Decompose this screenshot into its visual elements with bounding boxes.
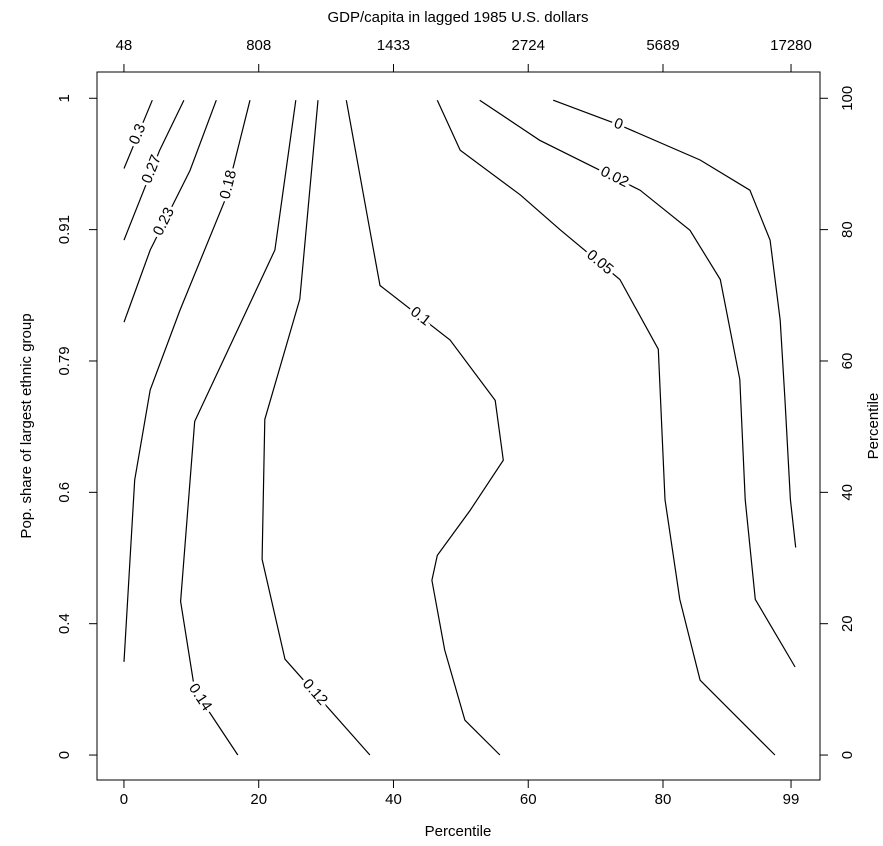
contour-line <box>179 100 297 756</box>
contour-line <box>479 99 796 668</box>
y-tick-label: 0.6 <box>56 482 73 503</box>
top-tick-label: 2724 <box>512 37 545 54</box>
y-tick-label: 0 <box>56 751 73 759</box>
right-tick-label: 40 <box>839 484 856 501</box>
right-axis-title: Percentile <box>865 393 882 460</box>
contour-label: 0.14 <box>185 680 215 714</box>
top-axis-title: GDP/capita in lagged 1985 U.S. dollars <box>328 9 589 26</box>
contour-label: 0.3 <box>126 121 150 147</box>
contour-label: 0.18 <box>217 168 241 200</box>
contour-label: 0.1 <box>407 303 434 329</box>
top-tick-label: 1433 <box>377 37 410 54</box>
contour-line <box>552 99 797 548</box>
y-axis-title: Pop. share of largest ethnic group <box>18 313 35 538</box>
right-tick-label: 20 <box>839 615 856 632</box>
x-axis-title: Percentile <box>425 823 492 840</box>
x-tick-label: 80 <box>655 791 672 808</box>
contour-line <box>123 99 153 169</box>
right-tick-label: 80 <box>839 221 856 238</box>
contour-line <box>436 99 776 756</box>
contour-label: 0.02 <box>598 163 632 191</box>
top-tick-label: 5689 <box>646 37 679 54</box>
top-tick-label: 17280 <box>770 37 812 54</box>
contour-label: 0 <box>612 115 626 134</box>
top-tick-label: 48 <box>116 37 133 54</box>
right-tick-label: 0 <box>839 751 856 759</box>
x-tick-label: 20 <box>250 791 267 808</box>
x-tick-label: 40 <box>385 791 402 808</box>
x-tick-label: 60 <box>520 791 537 808</box>
contour-line <box>123 99 217 323</box>
contour-line <box>261 100 371 756</box>
contour-label: 0.27 <box>138 152 165 185</box>
y-tick-label: 0.79 <box>56 346 73 375</box>
x-tick-label: 99 <box>783 791 800 808</box>
y-tick-label: 1 <box>56 94 73 102</box>
y-tick-label: 0.4 <box>56 613 73 634</box>
contour-line <box>123 99 185 241</box>
right-tick-label: 100 <box>839 86 856 111</box>
plot-frame <box>96 71 821 781</box>
contour-line <box>123 100 251 662</box>
top-tick-label: 808 <box>246 37 271 54</box>
contour-line <box>345 100 504 756</box>
contour-label: 0.23 <box>150 205 178 239</box>
right-tick-label: 60 <box>839 353 856 370</box>
x-tick-label: 0 <box>120 791 128 808</box>
y-tick-label: 0.91 <box>56 215 73 244</box>
